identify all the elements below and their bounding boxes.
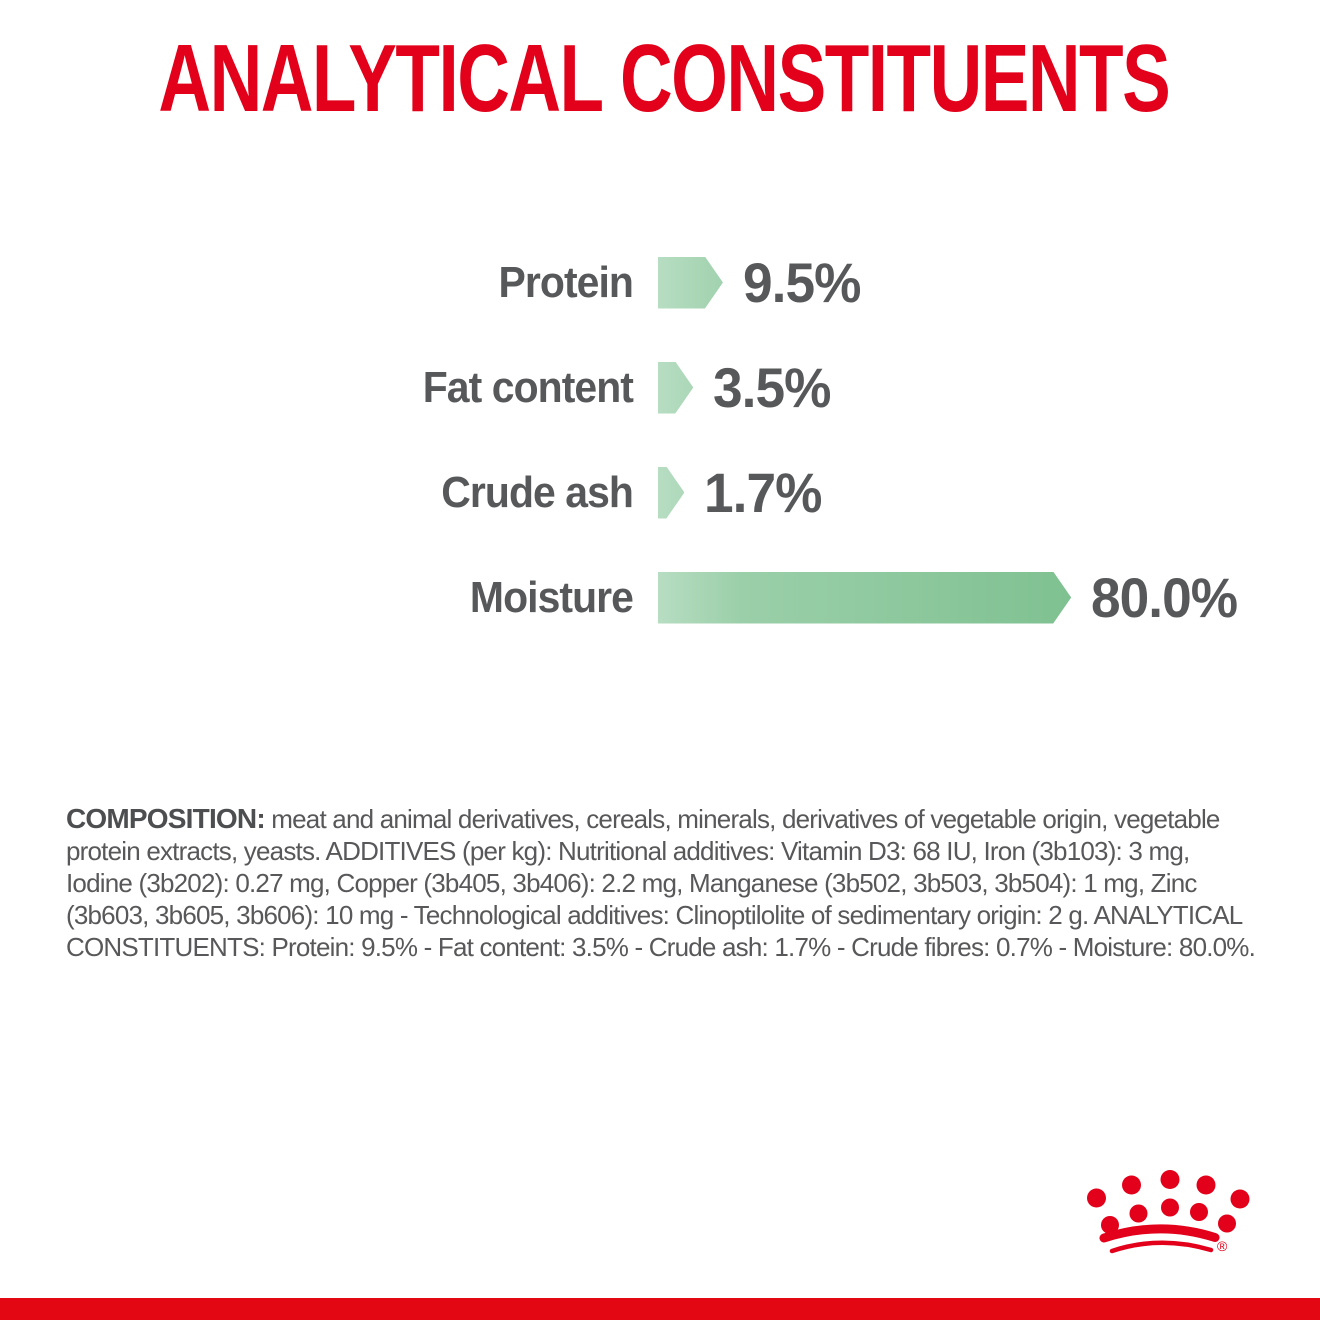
composition-paragraph: COMPOSITION: meat and animal derivatives… (66, 803, 1256, 963)
bar-label: Crude ash (441, 467, 634, 517)
bar-label: Fat content (422, 362, 634, 412)
bar-value: 80.0% (1091, 566, 1238, 629)
analytical-constituents-chart: Protein 9.5% Fat content 3.5% Crude ash … (0, 230, 1320, 650)
royal-canin-crown-logo: ® (1087, 1170, 1250, 1254)
bar-label: Moisture (469, 572, 634, 622)
bar (658, 572, 1071, 624)
crown-arcs (1099, 1224, 1220, 1254)
bar-value: 3.5% (713, 356, 831, 419)
bar (658, 362, 693, 414)
bar-value: 9.5% (742, 251, 861, 314)
crown-inner-dots (1101, 1198, 1236, 1234)
bar (658, 257, 723, 309)
bar-label: Protein (498, 257, 634, 307)
chart-row: Crude ash 1.7% (0, 440, 1320, 545)
page-title: ANALYTICAL CONSTITUENTS (158, 25, 1170, 132)
composition-label: COMPOSITION: (66, 803, 266, 834)
chart-row: Fat content 3.5% (0, 335, 1320, 440)
composition-text: meat and animal derivatives, cereals, mi… (66, 804, 1256, 962)
footer-red-bar (0, 1298, 1320, 1320)
chart-row: Moisture 80.0% (0, 545, 1320, 650)
crown-outer-dots (1087, 1170, 1250, 1209)
chart-row: Protein 9.5% (0, 230, 1320, 335)
bar-value: 1.7% (704, 461, 822, 524)
bar (658, 467, 684, 519)
registered-trademark: ® (1217, 1238, 1228, 1254)
